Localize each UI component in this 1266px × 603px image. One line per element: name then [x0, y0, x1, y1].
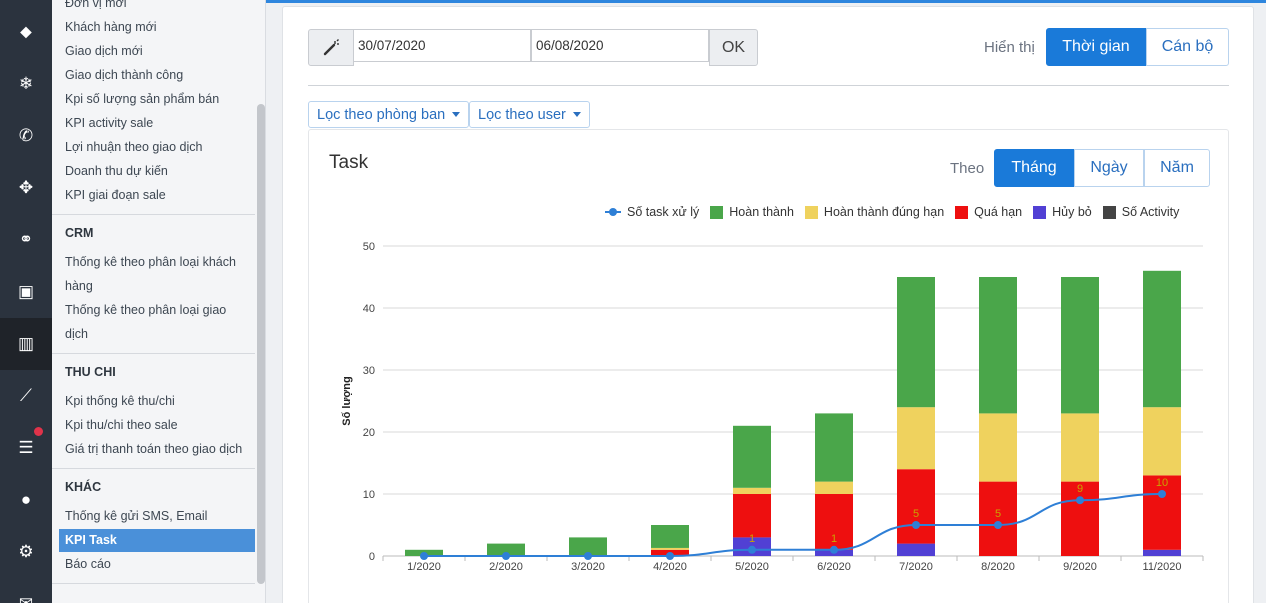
submenu-divider: [52, 214, 255, 215]
rail-item-crosshair[interactable]: ✥: [0, 162, 52, 214]
legend-item[interactable]: Hoàn thành: [710, 205, 794, 219]
magic-wand-button[interactable]: [308, 29, 354, 66]
submenu-item[interactable]: Giao dịch thành công: [65, 68, 184, 82]
filter-divider: [308, 85, 1229, 86]
submenu-item[interactable]: Báo cáo: [65, 557, 111, 571]
magic-wand-icon: [323, 38, 339, 55]
rail-item-money[interactable]: ▣: [0, 266, 52, 318]
legend-label: Hoàn thành đúng hạn: [823, 205, 945, 219]
section-title-thu-chi: THU CHI: [65, 365, 116, 379]
user-filter-dropdown[interactable]: Lọc theo user: [469, 101, 590, 128]
rail-item-tags[interactable]: ⬥: [0, 6, 52, 58]
rail-item-line-chart[interactable]: ⟋: [0, 370, 52, 422]
submenu-item-active[interactable]: KPI Task: [59, 529, 255, 552]
submenu-item[interactable]: Đơn vị mới: [65, 0, 127, 10]
phone-icon: ✆: [18, 126, 34, 145]
rail-item-bar-chart[interactable]: ▥: [0, 318, 59, 370]
submenu-item[interactable]: Kpi số lượng sản phẩm bán: [65, 92, 220, 106]
caret-down-icon: [452, 112, 461, 117]
submenu-item[interactable]: Giao dịch mới: [65, 44, 143, 58]
legend-swatch: [710, 205, 724, 219]
legend-swatch: [1102, 205, 1116, 219]
legend-label: Số Activity: [1121, 205, 1180, 219]
submenu-item[interactable]: Thống kê theo phân loại khách: [65, 255, 236, 269]
task-card: Task Theo Tháng Ngày Năm Số task xử lý Ho…: [308, 129, 1229, 603]
period-year-button[interactable]: Năm: [1144, 149, 1210, 187]
gear-icon: ⚙: [18, 542, 34, 561]
legend-swatch: [1033, 205, 1047, 219]
display-label: Hiển thị: [984, 39, 1035, 56]
rail-item-phone[interactable]: ✆: [0, 110, 52, 162]
user-filter-label: Lọc theo user: [478, 106, 566, 123]
rail-item-snowflake[interactable]: ❄: [0, 58, 52, 110]
submenu-item[interactable]: Thống kê theo phân loại giao: [65, 303, 227, 317]
main-panel: 30/07/2020 06/08/2020 OK Hiển thị Thời g…: [282, 6, 1254, 603]
date-to-input[interactable]: 06/08/2020: [531, 29, 709, 62]
handshake-icon: ⚭: [18, 230, 34, 249]
mail-icon: ✉: [19, 594, 33, 603]
legend-line-marker: [605, 208, 621, 216]
rail-item-user[interactable]: ●: [0, 474, 52, 526]
legend-label: Quá hạn: [974, 205, 1023, 219]
tags-icon: ⬥: [20, 22, 32, 41]
period-label: Theo: [950, 160, 985, 177]
icon-rail: ⬥ ❄ ✆ ✥ ⚭ ▣ ▥ ⟋ ☰ ● ⚙ ✉: [0, 0, 59, 603]
task-title: Task: [329, 152, 369, 173]
submenu-item[interactable]: Lợi nhuận theo giao dịch: [65, 140, 203, 154]
submenu-item[interactable]: Kpi thu/chi theo sale: [65, 418, 178, 432]
section-title-crm: CRM: [65, 226, 94, 240]
display-staff-button[interactable]: Cán bộ: [1146, 28, 1229, 66]
rail-item-handshake[interactable]: ⚭: [0, 214, 52, 266]
caret-down-icon: [572, 112, 581, 117]
crosshair-icon: ✥: [18, 178, 34, 197]
legend-item[interactable]: Hủy bỏ: [1033, 205, 1092, 219]
legend-item[interactable]: Số Activity: [1102, 205, 1180, 219]
submenu-item[interactable]: hàng: [65, 279, 93, 293]
display-time-button[interactable]: Thời gian: [1046, 28, 1146, 66]
submenu-item[interactable]: Kpi thống kê thu/chi: [65, 394, 175, 408]
line-chart-icon: ⟋: [20, 386, 32, 405]
legend-item[interactable]: Số task xử lý: [605, 205, 699, 219]
submenu-scrollbar[interactable]: [257, 104, 265, 584]
submenu-item[interactable]: Doanh thu dự kiến: [65, 164, 168, 178]
legend-item[interactable]: Quá hạn: [955, 205, 1022, 219]
legend-swatch: [955, 205, 969, 219]
date-from-input[interactable]: 30/07/2020: [353, 29, 531, 62]
submenu-item[interactable]: KPI giai đoạn sale: [65, 188, 166, 202]
submenu-item[interactable]: KPI activity sale: [65, 116, 154, 130]
legend-swatch: [804, 205, 818, 219]
user-icon: ●: [20, 490, 32, 509]
chart-legend: Số task xử lý Hoàn thành Hoàn thành đúng h…: [605, 205, 1190, 219]
legend-label: Hoàn thành: [729, 205, 794, 219]
submenu-item[interactable]: dịch: [65, 327, 88, 341]
submenu-divider: [52, 468, 255, 469]
submenu-item[interactable]: Khách hàng mới: [65, 20, 157, 34]
submenu-divider: [52, 583, 255, 584]
top-accent-line: [0, 0, 1266, 3]
submenu-divider: [52, 353, 255, 354]
notification-dot: [34, 427, 43, 436]
list-icon: ☰: [18, 438, 34, 457]
bar-chart-icon: ▥: [17, 334, 35, 353]
legend-label: Số task xử lý: [627, 205, 700, 219]
money-icon: ▣: [17, 282, 35, 301]
department-filter-label: Lọc theo phòng ban: [317, 106, 446, 123]
report-submenu: Đơn vị mới Khách hàng mới Giao dịch mới Gia…: [52, 0, 266, 603]
rail-item-list[interactable]: ☰: [0, 422, 52, 474]
active-item-label: KPI Task: [65, 533, 117, 547]
ok-button[interactable]: OK: [709, 29, 758, 66]
period-month-button[interactable]: Tháng: [994, 149, 1074, 187]
legend-item[interactable]: Hoàn thành đúng hạn: [804, 205, 945, 219]
legend-label: Hủy bỏ: [1052, 205, 1092, 219]
rail-item-gear[interactable]: ⚙: [0, 526, 52, 578]
submenu-item[interactable]: Giá trị thanh toán theo giao dịch: [65, 442, 243, 456]
submenu-item[interactable]: Thống kê gửi SMS, Email: [65, 509, 208, 523]
section-title-khac: KHÁC: [65, 480, 102, 494]
department-filter-dropdown[interactable]: Lọc theo phòng ban: [308, 101, 470, 128]
snowflake-icon: ❄: [18, 74, 34, 93]
period-day-button[interactable]: Ngày: [1074, 149, 1144, 187]
rail-item-mail[interactable]: ✉: [0, 578, 52, 603]
